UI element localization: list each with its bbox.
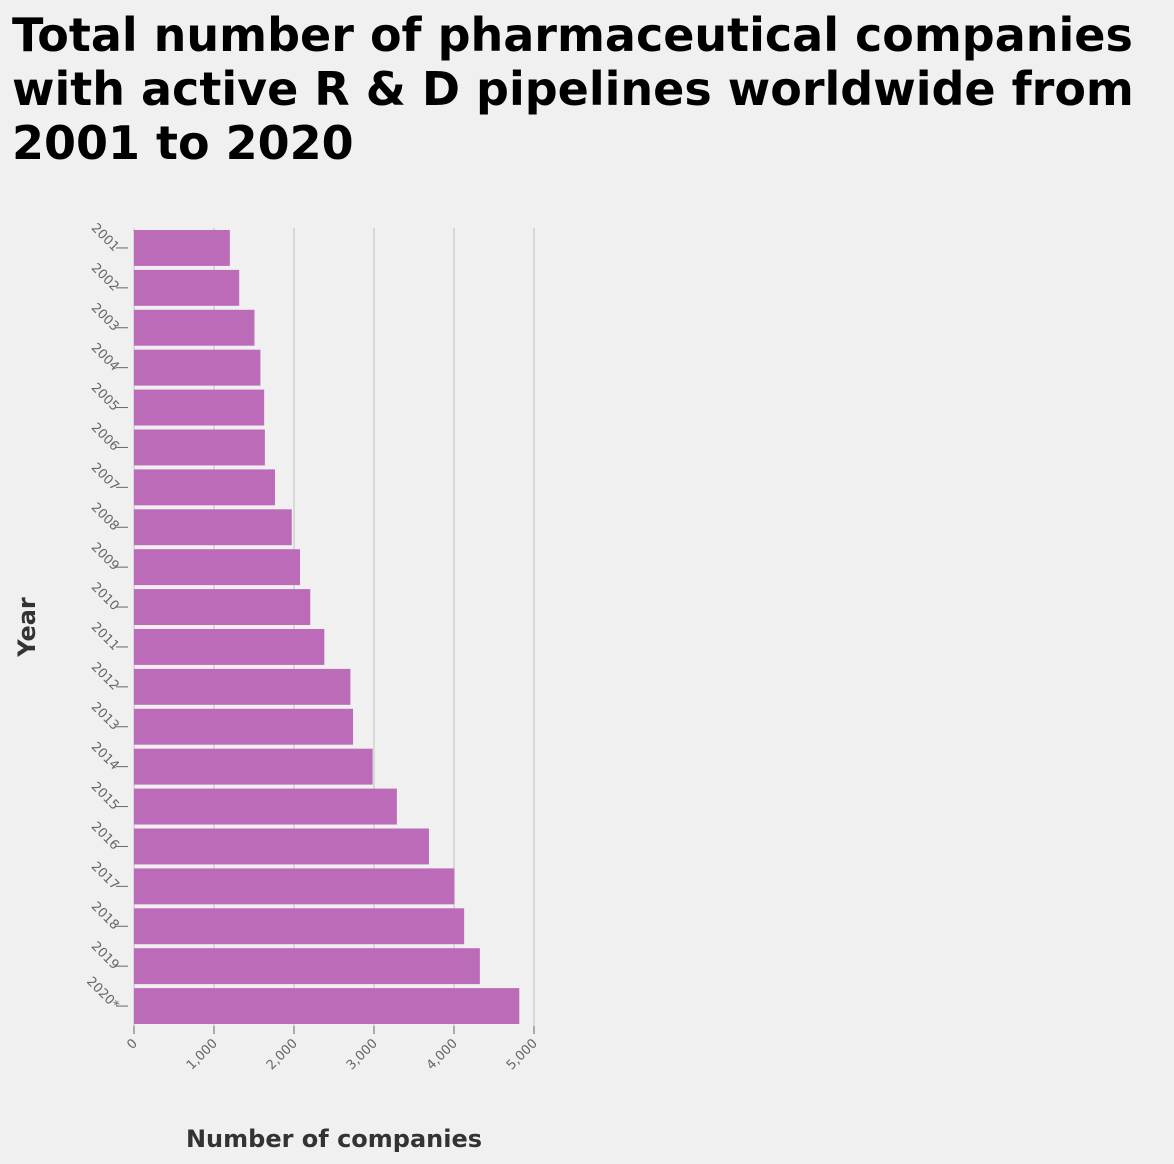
- bar-2018: [134, 908, 465, 945]
- y-tick-label: 2010: [88, 580, 122, 614]
- y-tick-label: 2002: [88, 261, 122, 295]
- y-tick-label: 2009: [88, 540, 122, 574]
- bar-2008: [134, 509, 292, 546]
- y-tick-label: 2018: [88, 899, 122, 933]
- bar-2014: [134, 748, 373, 785]
- bar-2007: [134, 469, 275, 506]
- bar-2010: [134, 589, 311, 626]
- bar-2006: [134, 429, 265, 466]
- bar-2002: [134, 269, 240, 306]
- chart-title: Total number of pharmaceutical companies…: [12, 8, 1134, 170]
- bar-2004: [134, 349, 261, 386]
- y-tick-label: 2003: [88, 301, 122, 335]
- y-tick-label: 2020*: [83, 974, 122, 1013]
- x-tick-label: 2,000: [264, 1036, 301, 1073]
- y-tick-label: 2007: [88, 460, 122, 494]
- y-tick-label: 2004: [88, 340, 122, 374]
- bar-2016: [134, 828, 429, 865]
- y-tick-label: 2001: [88, 221, 122, 255]
- bar-2012: [134, 668, 351, 705]
- y-axis-title: Year: [13, 597, 41, 658]
- bar-2019: [134, 948, 480, 985]
- y-tick-label: 2005: [88, 380, 122, 414]
- y-tick-label: 2016: [88, 819, 122, 853]
- bar-2017: [134, 868, 455, 905]
- y-tick-label: 2012: [88, 660, 122, 694]
- y-tick-label: 2008: [88, 500, 122, 534]
- x-tick-label: 4,000: [424, 1036, 461, 1073]
- x-tick-label: 5,000: [504, 1036, 541, 1073]
- bar-2005: [134, 389, 265, 426]
- x-axis-title: Number of companies: [186, 1125, 482, 1153]
- bar-2009: [134, 549, 300, 586]
- bar-2020: [134, 988, 520, 1025]
- bar-2015: [134, 788, 397, 825]
- y-tick-label: 2006: [88, 420, 122, 454]
- y-tick-label: 2017: [88, 859, 122, 893]
- y-tick-label: 2019: [88, 939, 122, 973]
- bar-2011: [134, 628, 325, 665]
- x-tick-label: 0: [124, 1036, 140, 1052]
- bar-2013: [134, 708, 354, 745]
- bars: [134, 229, 520, 1025]
- x-tick-label: 1,000: [184, 1036, 221, 1073]
- x-tick-label: 3,000: [344, 1036, 381, 1073]
- y-tick-label: 2013: [88, 700, 122, 734]
- bar-2001: [134, 229, 230, 266]
- bar-2003: [134, 309, 255, 346]
- y-tick-label: 2015: [88, 779, 122, 813]
- gridlines: [133, 228, 535, 1026]
- y-tick-label: 2011: [88, 620, 122, 654]
- y-tick-label: 2014: [88, 739, 122, 773]
